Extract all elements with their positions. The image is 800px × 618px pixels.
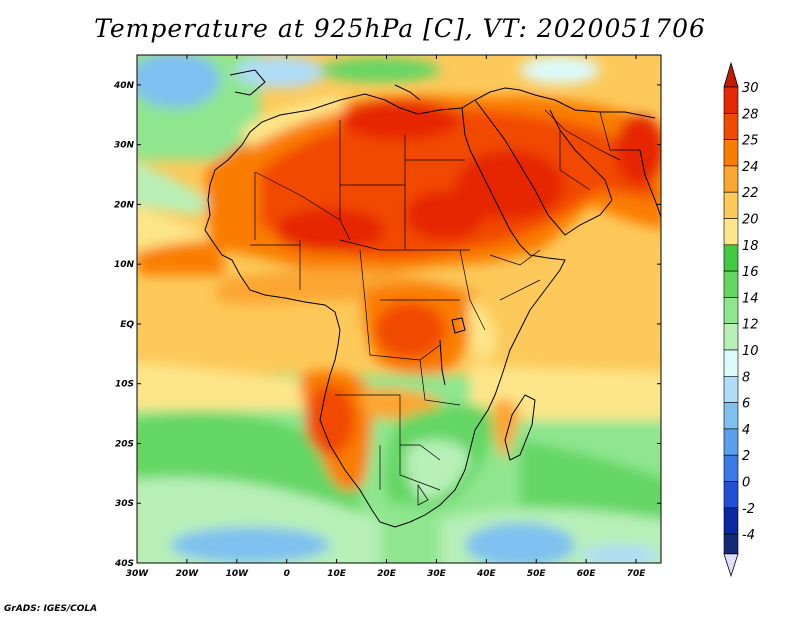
colorbar-swatch: [723, 297, 739, 324]
lon-tick-label: 10W: [226, 569, 250, 579]
colorbar-swatch: [723, 218, 739, 246]
colorbar-label: 2: [742, 449, 750, 464]
lon-tick-label: 40E: [476, 569, 497, 579]
latitude-axis: 40N 30N 20N 10N EQ 10S 20S 30S 40S: [113, 81, 661, 569]
colorbar-label: 25: [742, 134, 759, 149]
map-title: Temperature at 925hPa [C], VT: 202005170…: [94, 14, 706, 43]
colorbar-swatch: [723, 428, 739, 456]
coastlines: [204, 69, 661, 528]
colorbar-swatch: [723, 533, 739, 555]
colorbar-swatch: [723, 113, 739, 140]
colorbar-swatch: [723, 191, 739, 219]
colorbar-label: 22: [742, 186, 759, 201]
lon-tick-label: 10E: [327, 569, 347, 579]
lon-tick-label: 20W: [176, 569, 200, 579]
lon-tick-label: 30E: [427, 569, 447, 579]
colorbar-swatch: [723, 481, 739, 509]
lat-tick-label: 30N: [114, 141, 135, 151]
colorbar-swatch: [723, 507, 739, 535]
colorbar-swatch: [723, 375, 739, 403]
lat-tick-label: 30S: [115, 499, 134, 509]
lat-tick-label: 10N: [114, 260, 135, 270]
lat-tick-label: 20N: [114, 200, 135, 210]
lat-tick-label: 10S: [115, 380, 134, 390]
colorbar-swatch: [723, 454, 739, 482]
lon-tick-label: 50E: [527, 569, 547, 579]
colorbar-swatch: [723, 323, 739, 351]
lat-tick-label: 40S: [114, 559, 134, 569]
temperature-field: [137, 55, 661, 563]
colorbar-bottom-arrow: [723, 553, 739, 578]
colorbar-label: 6: [742, 397, 750, 412]
colorbar-label: 24: [742, 160, 759, 175]
lon-tick-label: 30W: [126, 569, 150, 579]
lon-tick-label: 20E: [377, 569, 397, 579]
colorbar-swatch: [723, 139, 739, 167]
map-frame: [136, 54, 662, 564]
colorbar-label: 28: [742, 107, 759, 122]
colorbar-top-arrow: [723, 61, 739, 88]
colorbar-label: -2: [742, 502, 755, 517]
lon-tick-label: 70E: [627, 569, 647, 579]
lat-tick-label: 40N: [113, 81, 135, 91]
longitude-axis: 30W 20W 10W 0 10E 20E 30E 40E 50E 60E 70E: [126, 55, 646, 579]
colorbar-label: 30: [742, 81, 759, 96]
colorbar-label: 0: [742, 476, 750, 491]
colorbar-swatch: [723, 244, 739, 272]
colorbar-label: 20: [742, 213, 759, 228]
colorbar-swatch: [723, 86, 739, 114]
lon-tick-label: 0: [284, 569, 290, 579]
colorbar-label: 16: [742, 265, 759, 280]
lon-tick-label: 60E: [577, 569, 597, 579]
credit-text: GrADS: IGES/COLA: [4, 604, 98, 614]
colorbar-swatch: [723, 349, 739, 377]
colorbar-swatch: [723, 165, 739, 193]
colorbar-label: 18: [742, 239, 759, 254]
lat-tick-label: 20S: [115, 439, 134, 449]
colorbar-label: 4: [742, 423, 750, 438]
colorbar-label: -4: [742, 528, 755, 543]
colorbar-swatch: [723, 270, 739, 298]
colorbar-label: 14: [742, 291, 759, 306]
lat-tick-label: EQ: [120, 320, 134, 330]
colorbar-label: 10: [742, 344, 759, 359]
colorbar-swatch: [723, 402, 739, 430]
colorbar-label: 12: [742, 318, 759, 333]
colorbar-label: 8: [742, 370, 750, 385]
